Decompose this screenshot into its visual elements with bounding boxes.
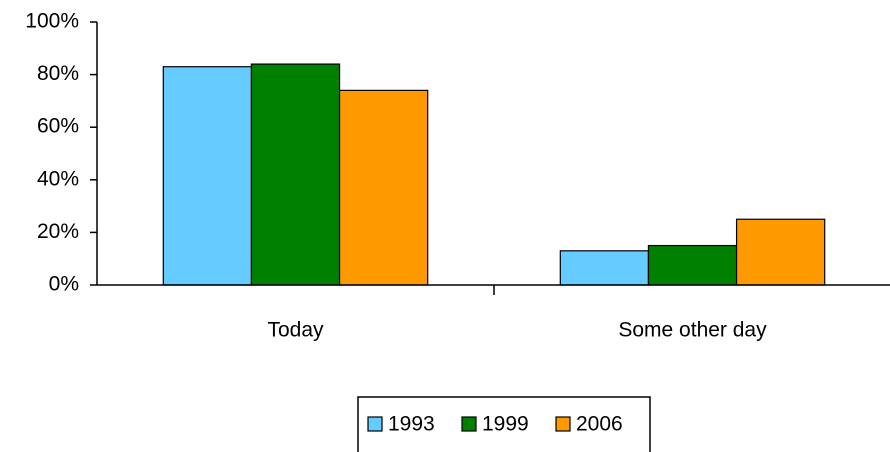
y-tick-label: 20%: [37, 220, 79, 243]
legend-label: 1993: [388, 413, 435, 436]
bar: [559, 250, 650, 286]
bar: [338, 89, 429, 286]
y-tick-label: 40%: [37, 167, 79, 190]
y-tick-label: 100%: [25, 10, 79, 33]
legend-label: 2006: [576, 413, 623, 436]
x-tick-label: Some other day: [618, 319, 767, 342]
legend-swatch: [461, 416, 477, 432]
x-tick-label: Today: [267, 319, 324, 342]
y-tick-label: 0%: [49, 273, 79, 296]
legend-swatch: [555, 416, 571, 432]
y-tick-label: 60%: [37, 115, 79, 138]
legend-label: 1999: [482, 413, 529, 436]
bar: [250, 63, 341, 286]
legend-swatch: [367, 416, 383, 432]
bar: [162, 66, 253, 286]
bar: [735, 218, 826, 286]
y-tick-label: 80%: [37, 62, 79, 85]
legend-box: [357, 396, 651, 452]
bar: [647, 244, 738, 286]
